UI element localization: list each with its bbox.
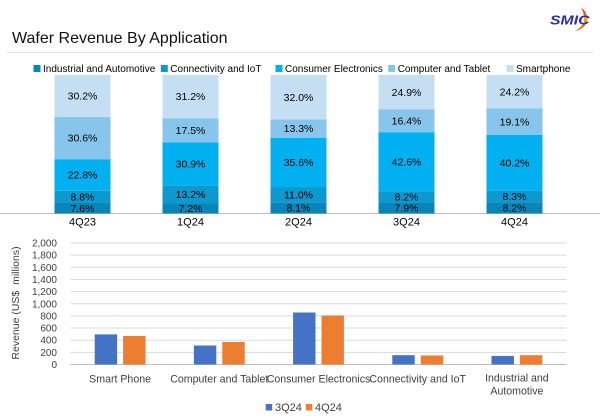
svg-text:8.2%: 8.2% bbox=[395, 191, 419, 203]
svg-text:8.3%: 8.3% bbox=[503, 191, 527, 203]
svg-text:SMIC: SMIC bbox=[550, 14, 591, 28]
svg-text:40.2%: 40.2% bbox=[500, 157, 530, 169]
svg-text:Revenue (US$ millions): Revenue (US$ millions) bbox=[10, 246, 22, 359]
svg-text:32.0%: 32.0% bbox=[284, 92, 314, 104]
svg-text:8.1%: 8.1% bbox=[287, 202, 311, 214]
svg-text:30.2%: 30.2% bbox=[68, 91, 98, 103]
svg-text:1,200: 1,200 bbox=[32, 287, 57, 298]
svg-text:400: 400 bbox=[40, 336, 57, 347]
svg-text:8.2%: 8.2% bbox=[503, 202, 527, 214]
svg-text:4Q24: 4Q24 bbox=[501, 217, 528, 229]
svg-text:3Q24: 3Q24 bbox=[393, 217, 420, 229]
svg-text:Industrial and: Industrial and bbox=[485, 373, 549, 385]
svg-text:1,800: 1,800 bbox=[32, 251, 57, 262]
svg-text:200: 200 bbox=[40, 348, 57, 359]
svg-text:1,400: 1,400 bbox=[32, 275, 57, 286]
svg-text:0: 0 bbox=[51, 360, 57, 371]
svg-text:16.4%: 16.4% bbox=[392, 115, 422, 127]
svg-text:Automotive: Automotive bbox=[490, 386, 543, 398]
svg-text:4Q24: 4Q24 bbox=[315, 402, 342, 414]
svg-text:2Q24: 2Q24 bbox=[285, 217, 312, 229]
svg-text:11.0%: 11.0% bbox=[284, 189, 313, 201]
svg-text:7.9%: 7.9% bbox=[395, 203, 419, 215]
svg-text:30.6%: 30.6% bbox=[68, 133, 98, 145]
svg-text:Consumer Electronics: Consumer Electronics bbox=[285, 64, 383, 75]
svg-text:1,000: 1,000 bbox=[32, 299, 57, 310]
svg-text:8.8%: 8.8% bbox=[71, 191, 95, 203]
svg-text:24.2%: 24.2% bbox=[500, 86, 530, 98]
svg-text:13.2%: 13.2% bbox=[176, 189, 206, 201]
svg-text:Computer and Tablet: Computer and Tablet bbox=[170, 374, 268, 386]
svg-text:19.1%: 19.1% bbox=[500, 116, 530, 128]
svg-text:35.6%: 35.6% bbox=[284, 157, 314, 169]
svg-text:Wafer Revenue By Application: Wafer Revenue By Application bbox=[12, 30, 228, 47]
svg-text:1Q24: 1Q24 bbox=[177, 217, 204, 229]
svg-text:800: 800 bbox=[40, 311, 57, 322]
svg-text:13.3%: 13.3% bbox=[284, 123, 314, 135]
svg-text:3Q24: 3Q24 bbox=[275, 402, 302, 414]
svg-text:Smartphone: Smartphone bbox=[516, 64, 571, 75]
svg-text:Industrial and Automotive: Industrial and Automotive bbox=[43, 64, 156, 75]
svg-text:4Q23: 4Q23 bbox=[69, 217, 96, 229]
svg-text:600: 600 bbox=[40, 324, 57, 335]
svg-text:42.6%: 42.6% bbox=[392, 156, 422, 168]
svg-text:2,000: 2,000 bbox=[32, 239, 57, 250]
svg-text:17.5%: 17.5% bbox=[176, 125, 206, 137]
svg-text:7.6%: 7.6% bbox=[71, 203, 95, 215]
svg-text:Smart Phone: Smart Phone bbox=[89, 374, 151, 386]
svg-text:24.9%: 24.9% bbox=[392, 87, 422, 99]
svg-text:1,600: 1,600 bbox=[32, 263, 57, 274]
svg-text:Consumer Electronics: Consumer Electronics bbox=[267, 374, 371, 386]
svg-text:Computer and Tablet: Computer and Tablet bbox=[398, 64, 491, 75]
svg-text:31.2%: 31.2% bbox=[176, 91, 206, 103]
svg-text:Connectivity and IoT: Connectivity and IoT bbox=[369, 374, 466, 386]
svg-text:22.8%: 22.8% bbox=[68, 170, 98, 182]
svg-text:7.2%: 7.2% bbox=[179, 203, 203, 215]
svg-text:30.9%: 30.9% bbox=[176, 158, 206, 170]
svg-text:Connectivity and IoT: Connectivity and IoT bbox=[170, 64, 261, 75]
